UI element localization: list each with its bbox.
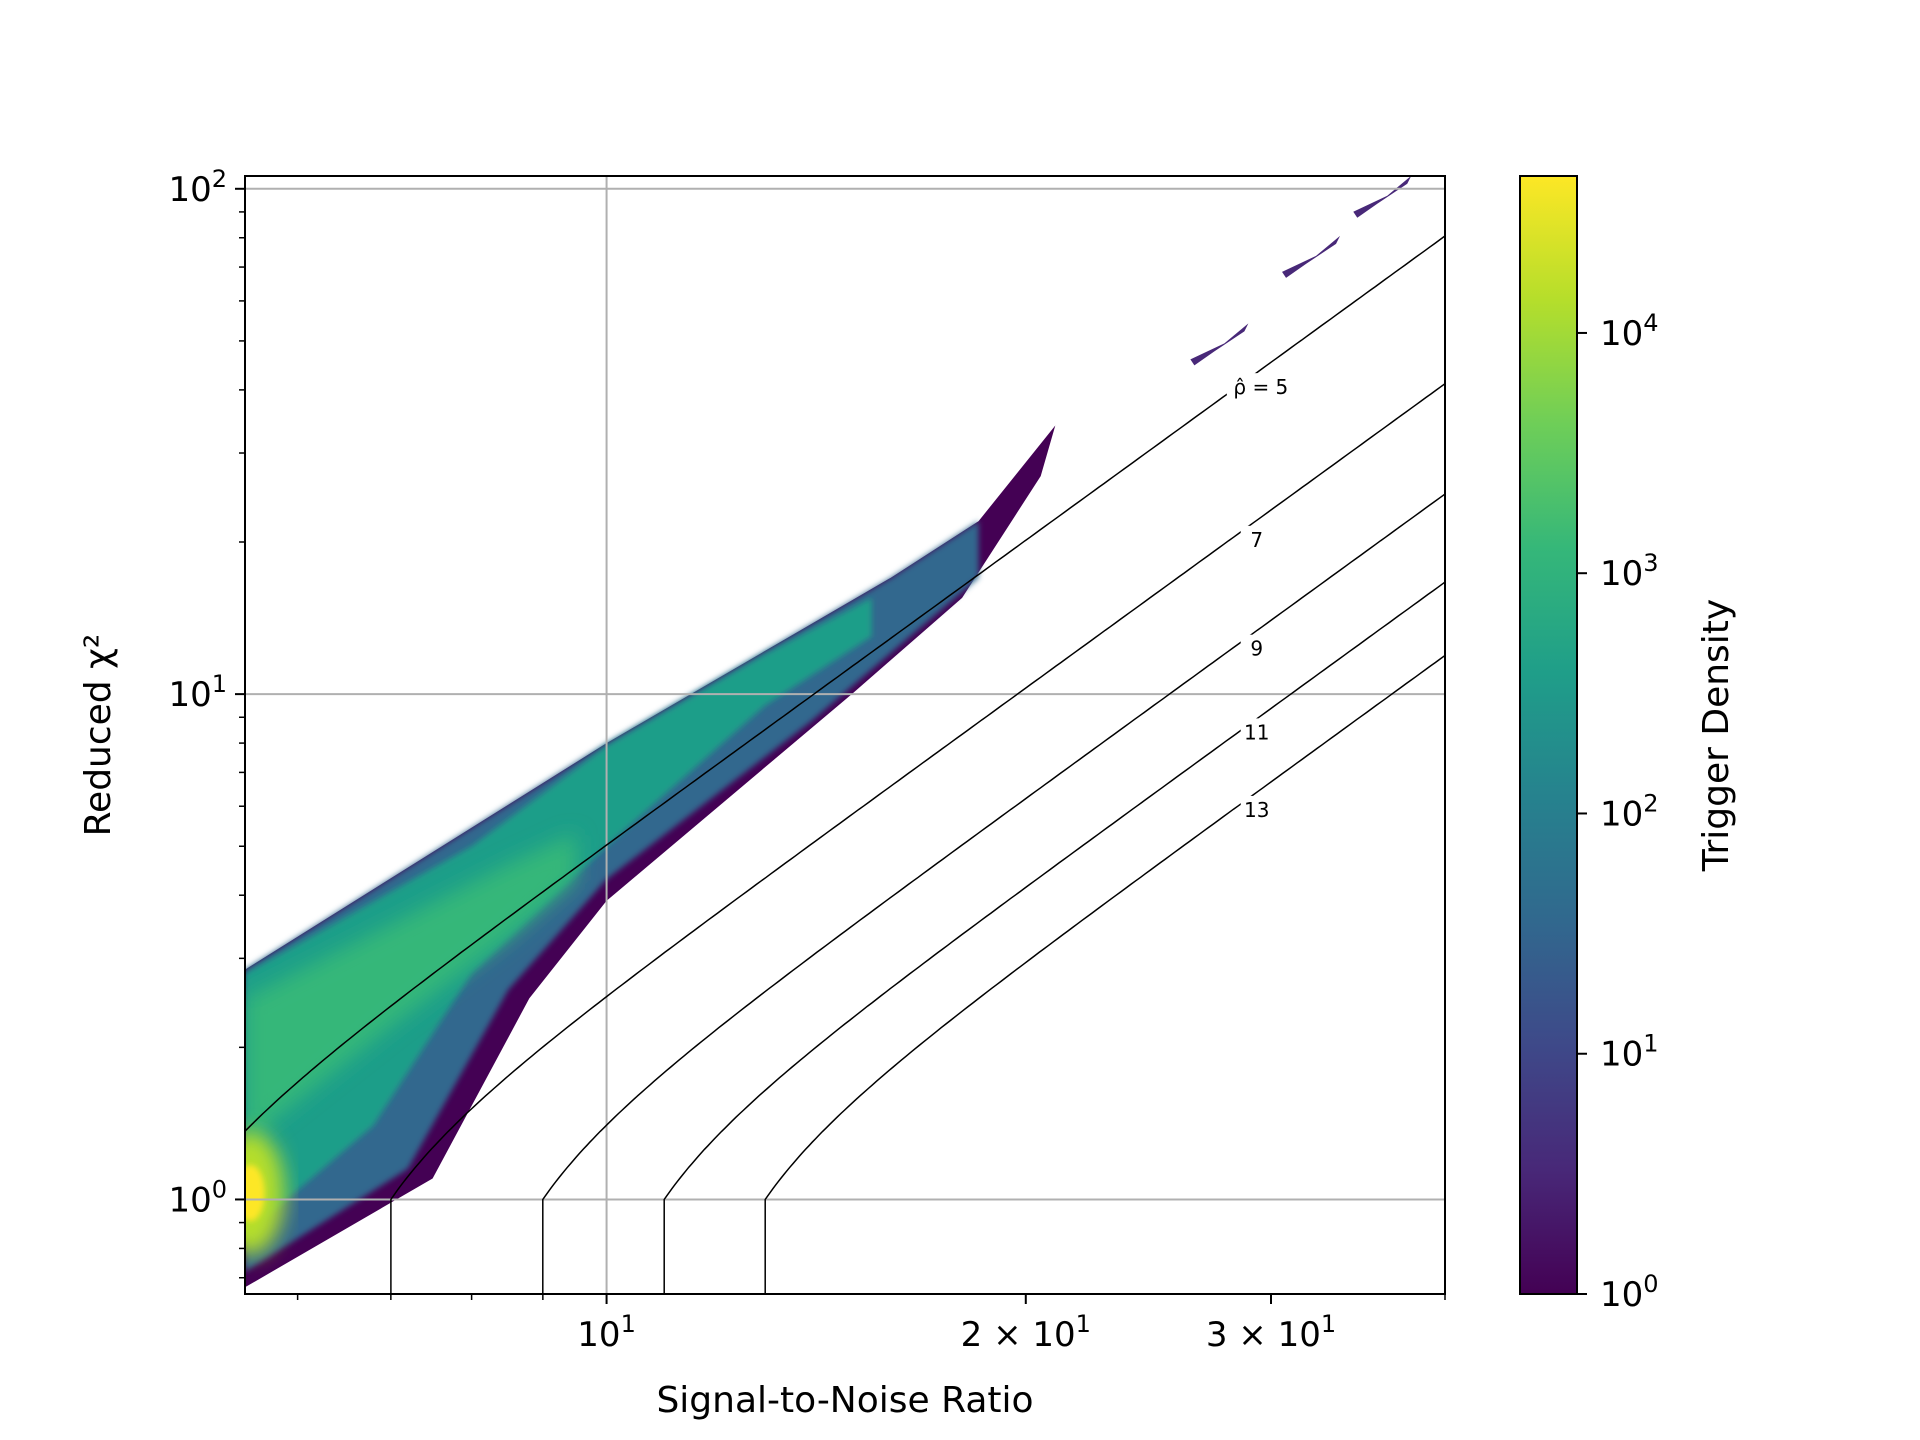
- density-peak-core: [245, 1164, 265, 1221]
- density-island-3: [1353, 176, 1412, 218]
- density-heatmap: [245, 176, 1412, 1288]
- density-peak: [245, 1130, 285, 1255]
- contour-label-5: ρ̂ = 5: [1233, 375, 1288, 399]
- x-tick-label: 3 × 101: [1206, 1310, 1336, 1355]
- grid-lines: [245, 176, 1445, 1294]
- contour-label-bg: [1240, 634, 1273, 661]
- plot-frame: [244, 175, 1446, 1295]
- contour-label-bg: [1240, 525, 1273, 552]
- y-axis-label: Reduced χ²: [78, 634, 119, 837]
- contour-label-bg: [1240, 795, 1273, 822]
- contour-label-9: 9: [1250, 637, 1263, 661]
- contour-line-7: [390, 382, 1445, 1294]
- density-region-dense: [245, 597, 872, 1236]
- y-axis: 100 101 102: [168, 165, 245, 1279]
- colorbar-tick-label: 101: [1600, 1030, 1659, 1075]
- contour-line-9: [542, 493, 1445, 1294]
- x-axis: 101 2 × 101 3 × 101: [296, 1294, 1446, 1355]
- contour-label-bg: [1226, 373, 1295, 400]
- density-island-1: [1190, 323, 1249, 366]
- colorbar: 100 101 102 103 104 Trigger Density: [1519, 175, 1737, 1315]
- plot-area: [245, 176, 1445, 1294]
- colorbar-tick-label: 102: [1600, 789, 1659, 834]
- y-tick-label: 101: [168, 670, 227, 715]
- contour-label-11: 11: [1244, 720, 1269, 744]
- contour-line-13: [764, 654, 1445, 1294]
- contour-label-13: 13: [1244, 798, 1269, 822]
- contour-label-7: 7: [1250, 528, 1263, 552]
- density-region-moderate: [245, 521, 979, 1272]
- colorbar-tick-label: 103: [1600, 549, 1659, 594]
- density-region-high: [245, 833, 576, 1142]
- x-tick-label: 101: [577, 1310, 636, 1355]
- contour-line-11: [663, 581, 1445, 1294]
- x-axis-label: Signal-to-Noise Ratio: [656, 1380, 1033, 1421]
- density-island-2: [1282, 235, 1341, 278]
- colorbar-label: Trigger Density: [1696, 599, 1737, 872]
- x-tick-label: 2 × 101: [961, 1310, 1091, 1355]
- contour-lines: [245, 235, 1445, 1294]
- colorbar-tick-label: 104: [1600, 309, 1659, 354]
- colorbar-tick-label: 100: [1600, 1270, 1659, 1315]
- contour-label-bg: [1240, 718, 1273, 745]
- y-tick-label: 100: [168, 1175, 227, 1220]
- colorbar-ticks: 100 101 102 103 104: [1577, 309, 1659, 1315]
- colorbar-gradient: [1519, 175, 1578, 1295]
- contour-labels: ρ̂ = 5 7 9 11 13: [1226, 373, 1295, 822]
- y-tick-label: 102: [168, 165, 227, 210]
